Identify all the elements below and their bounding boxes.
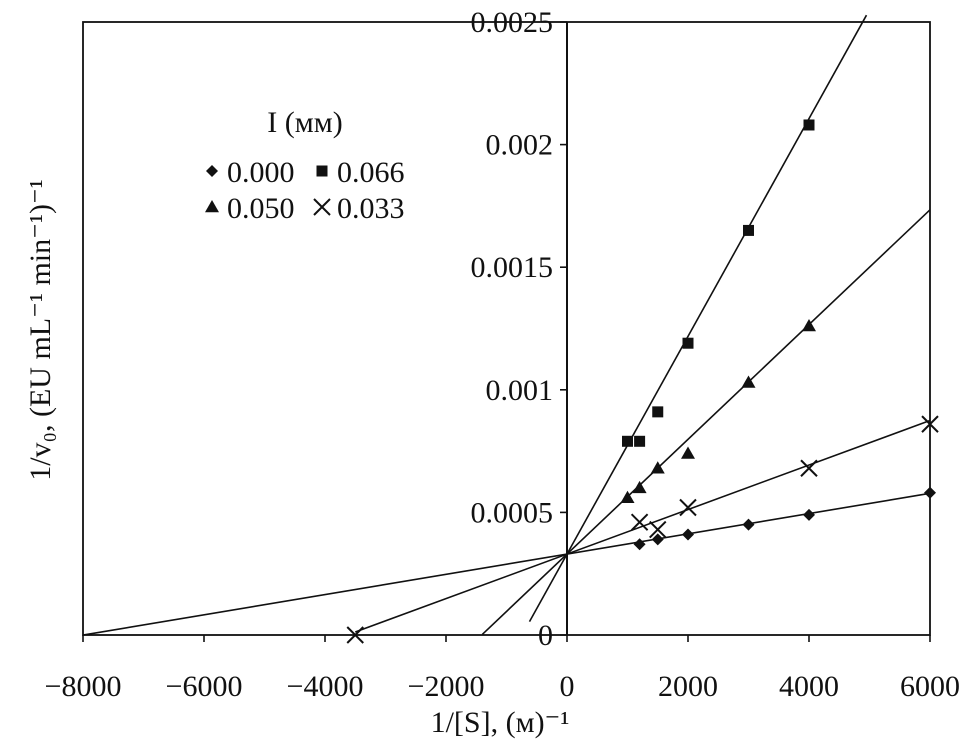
fit-lines bbox=[82, 14, 931, 636]
fit-line-square bbox=[528, 14, 868, 622]
data-point-triangle bbox=[681, 446, 695, 459]
legend-marker-diamond bbox=[206, 165, 218, 177]
y-tick-label: 0.0025 bbox=[471, 6, 554, 39]
data-point-diamond bbox=[742, 518, 755, 531]
plot-frame bbox=[82, 21, 931, 636]
y-axis-title: 1/v₀, (EU mL⁻¹ min⁻¹)⁻¹ bbox=[24, 179, 57, 481]
y-axis-ticks: 0 0.0005 0.001 0.0015 0.002 0.0025 bbox=[471, 6, 567, 652]
data-point-cross bbox=[346, 626, 364, 644]
x-tick-label: 2000 bbox=[658, 670, 718, 703]
fit-line-triangle bbox=[481, 209, 931, 635]
data-point-cross bbox=[679, 498, 697, 517]
legend-marker-cross bbox=[313, 198, 331, 216]
legend-label: 0.050 bbox=[227, 192, 295, 225]
legend-label: 0.000 bbox=[227, 156, 295, 189]
x-tick-label: 6000 bbox=[900, 670, 960, 703]
data-point-diamond bbox=[651, 533, 664, 546]
legend-marker-square bbox=[316, 165, 328, 177]
data-point-square bbox=[743, 224, 754, 236]
data-point-diamond bbox=[803, 508, 815, 521]
y-tick-label: 0.002 bbox=[486, 129, 554, 162]
y-tick-label: 0 bbox=[538, 619, 553, 652]
data-point-square bbox=[803, 119, 815, 131]
x-tick-label: −4000 bbox=[287, 670, 364, 703]
y-tick-label: 0.0005 bbox=[471, 496, 554, 529]
data-point-cross bbox=[921, 415, 939, 433]
data-point-diamond bbox=[633, 538, 646, 551]
data-point-square bbox=[682, 337, 694, 349]
x-tick-label: −6000 bbox=[166, 670, 243, 703]
plot-area bbox=[82, 21, 931, 636]
data-point-triangle bbox=[650, 461, 665, 474]
legend-label: 0.033 bbox=[337, 192, 405, 225]
data-point-triangle bbox=[620, 490, 635, 503]
y-tick-label: 0.0015 bbox=[471, 251, 554, 284]
data-point-diamond bbox=[924, 486, 936, 499]
data-point-cross bbox=[630, 513, 649, 531]
data-point-square bbox=[634, 435, 646, 447]
legend-marker-triangle bbox=[205, 200, 219, 213]
data-point-cross bbox=[649, 520, 667, 539]
x-tick-label: −8000 bbox=[45, 670, 122, 703]
data-point-triangle bbox=[741, 375, 756, 388]
data-point-triangle bbox=[802, 319, 816, 332]
x-axis-title: 1/[S], (м)⁻¹ bbox=[431, 706, 570, 739]
data-point-triangle bbox=[632, 480, 647, 494]
data-point-square bbox=[622, 435, 633, 447]
data-point-diamond bbox=[682, 528, 694, 541]
data-point-cross bbox=[800, 459, 818, 477]
x-tick-label: 4000 bbox=[779, 670, 839, 703]
x-axis-ticks: −8000 −6000 −4000 −2000 0 2000 4000 6000 bbox=[45, 635, 960, 703]
legend: I (мм) 0.000 0.066 0.050 0.033 bbox=[205, 106, 405, 225]
x-tick-label: −2000 bbox=[408, 670, 485, 703]
legend-title: I (мм) bbox=[267, 106, 342, 139]
fit-line-diamond bbox=[82, 492, 931, 636]
legend-label: 0.066 bbox=[337, 156, 405, 189]
y-tick-label: 0.001 bbox=[486, 374, 554, 407]
data-markers bbox=[346, 119, 939, 644]
data-point-square bbox=[652, 406, 664, 418]
x-tick-label: 0 bbox=[560, 670, 575, 703]
